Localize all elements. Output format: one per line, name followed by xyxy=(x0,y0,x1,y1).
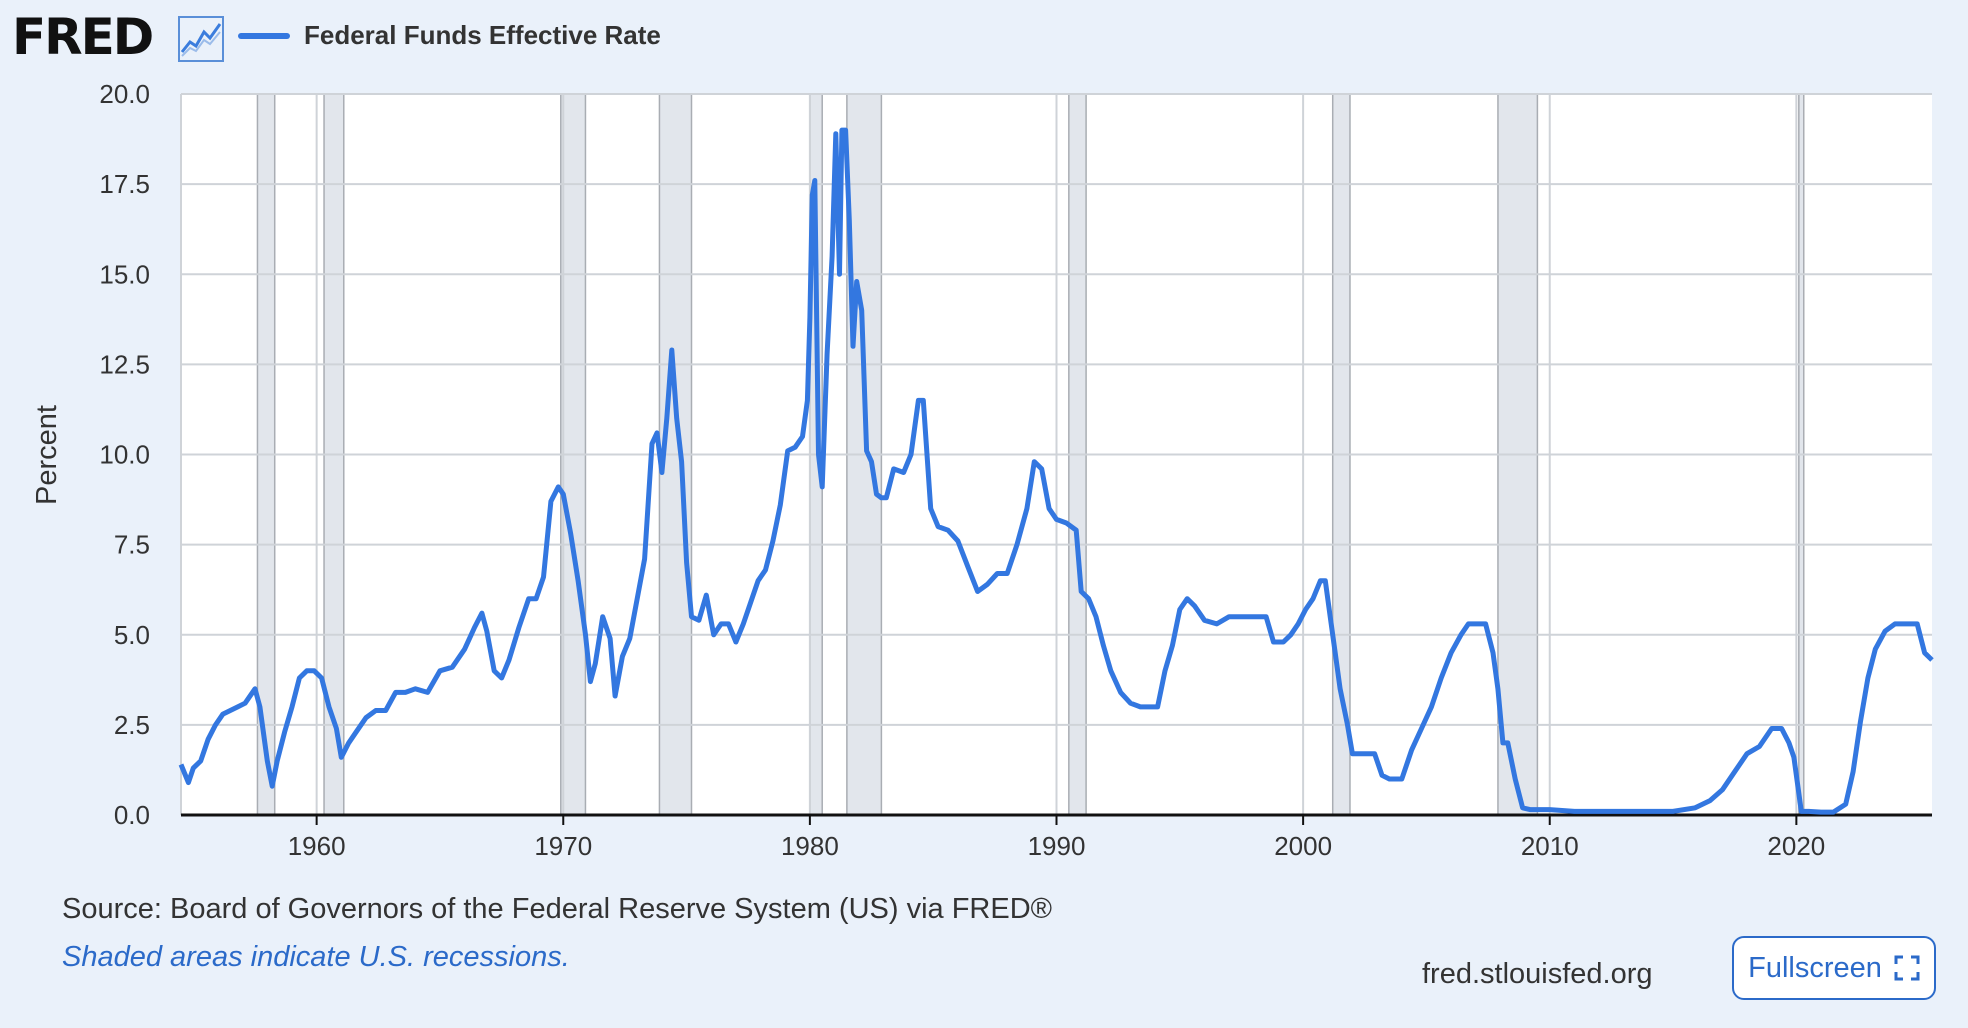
x-tick-label: 1970 xyxy=(534,831,592,860)
x-tick-label: 2020 xyxy=(1767,831,1825,860)
y-tick-label: 0.0 xyxy=(114,800,150,830)
fred-logo[interactable]: FRED xyxy=(12,8,154,66)
legend: Federal Funds Effective Rate xyxy=(238,20,661,51)
fullscreen-button[interactable]: Fullscreen xyxy=(1732,936,1936,1000)
series-line-federal-funds-rate[interactable] xyxy=(178,127,1934,815)
gridlines xyxy=(180,93,1932,815)
y-tick-label: 15.0 xyxy=(99,259,150,289)
x-tick-label: 1960 xyxy=(288,831,346,860)
x-tick-label: 1990 xyxy=(1028,831,1086,860)
x-tick-label: 2000 xyxy=(1274,831,1332,860)
source-text: Source: Board of Governors of the Federa… xyxy=(62,893,1053,925)
y-axis-ticks: 0.0 2.5 5.0 7.5 10.0 12.5 15.0 17.5 20.0 xyxy=(99,79,150,830)
x-axis-ticks: 1960 1970 1980 1990 2000 2010 2020 xyxy=(288,815,1825,860)
expand-icon xyxy=(1894,955,1920,981)
y-tick-label: 2.5 xyxy=(114,710,150,740)
y-tick-label: 7.5 xyxy=(114,530,150,560)
recession-note-link[interactable]: Shaded areas indicate U.S. recessions. xyxy=(62,941,570,973)
y-tick-label: 5.0 xyxy=(114,620,150,650)
x-tick-label: 1980 xyxy=(781,831,839,860)
fullscreen-label: Fullscreen xyxy=(1748,951,1882,984)
header: FRED Federal Funds Effective Rate xyxy=(0,0,1968,80)
y-axis-label: Percent xyxy=(31,405,63,505)
x-tick-label: 2010 xyxy=(1521,831,1579,860)
legend-label[interactable]: Federal Funds Effective Rate xyxy=(304,20,661,50)
site-link[interactable]: fred.stlouisfed.org xyxy=(1422,958,1653,990)
y-tick-label: 10.0 xyxy=(99,440,150,470)
y-tick-label: 17.5 xyxy=(99,169,150,199)
y-tick-label: 12.5 xyxy=(99,349,150,379)
chart: 0.0 2.5 5.0 7.5 10.0 12.5 15.0 17.5 20.0 1960 197… xyxy=(31,79,1934,860)
line-chart-icon xyxy=(178,16,224,62)
y-tick-label: 20.0 xyxy=(99,79,150,109)
legend-swatch xyxy=(238,32,290,39)
